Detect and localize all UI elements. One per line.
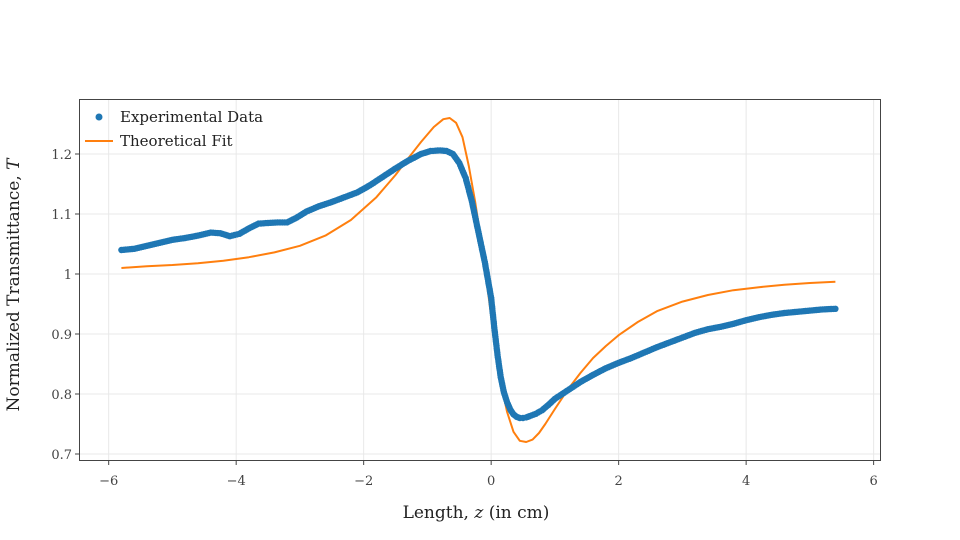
legend-label-experimental: Experimental Data (120, 108, 263, 126)
x-tick-label: 2 (615, 474, 623, 489)
x-tick-label: −6 (99, 474, 118, 489)
x-axis-title: Length, z (in cm) (403, 503, 550, 523)
series-line-theoretical-fit (121, 117, 836, 443)
y-tick-label: 0.8 (51, 388, 72, 403)
legend: Experimental Data Theoretical Fit (85, 108, 263, 150)
y-axis-ticks: 0.7 0.8 0.9 1 1.1 1.2 (51, 148, 80, 463)
y-tick-label: 1.2 (51, 148, 72, 163)
plot-frame (79, 99, 881, 461)
y-tick-label: 0.9 (51, 328, 72, 343)
y-tick-label: 1 (64, 268, 72, 283)
x-axis-ticks: −6 −4 −2 0 2 4 6 (99, 460, 878, 489)
x-tick-label: 4 (742, 474, 750, 489)
legend-label-theoretical: Theoretical Fit (120, 132, 233, 150)
x-tick-label: 6 (869, 474, 877, 489)
gridlines (80, 100, 880, 460)
x-tick-label: 0 (487, 474, 495, 489)
y-tick-label: 1.1 (51, 208, 72, 223)
legend-marker-experimental (95, 113, 103, 121)
y-tick-label: 0.7 (51, 448, 72, 463)
series-lines (121, 117, 836, 443)
x-tick-label: −4 (227, 474, 246, 489)
data-point (832, 305, 839, 312)
x-tick-label: −2 (354, 474, 373, 489)
series-points (118, 147, 839, 422)
y-axis-title: Normalized Transmittance, T (4, 157, 24, 412)
